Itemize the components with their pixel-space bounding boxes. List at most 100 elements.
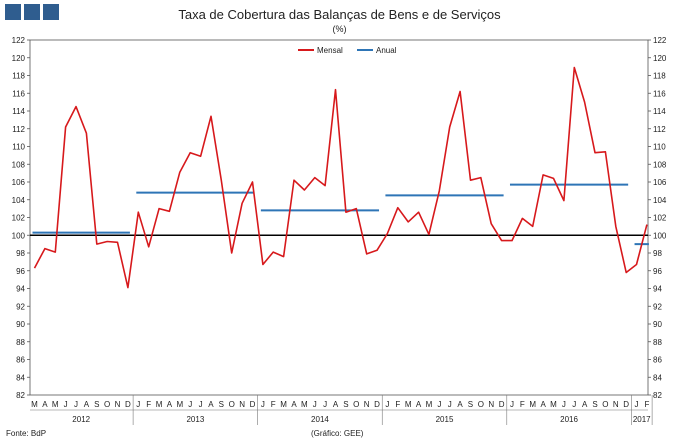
y-tick-label-left: 96 (16, 267, 25, 276)
y-tick-label-right: 110 (653, 143, 666, 152)
x-tick-label-month: D (499, 400, 505, 409)
x-tick-label-month: A (582, 400, 588, 409)
x-tick-label-year: 2016 (560, 415, 578, 424)
x-tick-label-year: 2017 (633, 415, 651, 424)
x-tick-label-month: J (188, 400, 192, 409)
y-tick-label-right: 86 (653, 356, 662, 365)
x-tick-label-month: A (416, 400, 422, 409)
x-tick-label-month: O (104, 400, 110, 409)
y-tick-label-right: 118 (653, 72, 666, 81)
y-tick-label-right: 90 (653, 320, 662, 329)
logo-square-3 (43, 4, 59, 20)
y-tick-label-right: 108 (653, 160, 667, 169)
series-mensal (33, 66, 648, 289)
x-tick-label-month: N (364, 400, 370, 409)
x-tick-label-month: J (385, 400, 389, 409)
x-tick-label-month: F (520, 400, 525, 409)
plot-border (29, 39, 649, 396)
y-tick-label-left: 116 (12, 89, 25, 98)
chart-title: Taxa de Cobertura das Balanças de Bens e… (178, 7, 501, 22)
x-tick-label-month: S (343, 400, 348, 409)
x-tick-label-month: A (333, 400, 339, 409)
x-tick-label-month: A (42, 400, 48, 409)
x-tick-label-month: J (323, 400, 327, 409)
x-tick-label-month: D (250, 400, 256, 409)
y-tick-label-left: 100 (12, 231, 26, 240)
x-tick-label-month: M (550, 400, 557, 409)
x-tick-label-month: M (52, 400, 59, 409)
x-tick-label-month: J (448, 400, 452, 409)
y-tick-label-right: 98 (653, 249, 662, 258)
y-tick-label-left: 84 (16, 373, 25, 382)
y-tick-label-left: 102 (12, 214, 26, 223)
y-tick-label-right: 82 (653, 391, 662, 400)
y-tick-label-left: 90 (16, 320, 25, 329)
x-tick-label-month: J (136, 400, 140, 409)
x-tick-label-month: J (562, 400, 566, 409)
graphic-credit: (Gráfico: GEE) (311, 429, 364, 438)
x-tick-label-year: 2012 (72, 415, 90, 424)
x-tick-label-month: O (478, 400, 484, 409)
x-tick-label-month: A (291, 400, 297, 409)
x-tick-label-month: M (301, 400, 308, 409)
y-tick-label-right: 84 (653, 373, 662, 382)
y-tick-label-right: 120 (653, 54, 667, 63)
x-tick-label-month: F (271, 400, 276, 409)
y-tick-label-right: 116 (653, 89, 666, 98)
x-tick-label-month: M (405, 400, 412, 409)
x-tick-label-month: M (426, 400, 433, 409)
y-tick-label-left: 82 (16, 391, 25, 400)
x-tick-label-month: F (146, 400, 151, 409)
y-tick-label-left: 98 (16, 249, 25, 258)
x-tick-label-month: S (219, 400, 224, 409)
y-tick-label-left: 120 (12, 54, 26, 63)
legend-label-mensal: Mensal (317, 46, 343, 55)
x-tick-label-month: D (623, 400, 629, 409)
x-tick-label-month: J (437, 400, 441, 409)
x-tick-label-month: M (529, 400, 536, 409)
x-tick-label-month: F (644, 400, 649, 409)
x-tick-label-month: O (602, 400, 608, 409)
x-tick-label-month: J (572, 400, 576, 409)
y-axis-right: 82 84 86 88 90 92 94 96 98 100 102 104 106 108 110 112 1… (648, 36, 667, 400)
x-tick-label-month: M (31, 400, 38, 409)
x-tick-label-month: J (261, 400, 265, 409)
x-tick-label-month: J (74, 400, 78, 409)
x-tick-label-month: S (94, 400, 99, 409)
x-tick-label-month: M (176, 400, 183, 409)
x-tick-label-month: A (84, 400, 90, 409)
x-tick-label-month: J (313, 400, 317, 409)
y-tick-label-left: 122 (12, 36, 26, 45)
x-tick-label-month: D (125, 400, 131, 409)
x-tick-label-month: A (167, 400, 173, 409)
y-tick-label-left: 92 (16, 302, 25, 311)
y-tick-label-right: 88 (653, 338, 662, 347)
x-tick-label-month: J (199, 400, 203, 409)
series-anual (32, 183, 649, 246)
y-tick-label-right: 122 (653, 36, 667, 45)
x-tick-label-month: N (115, 400, 121, 409)
x-tick-label-month: A (540, 400, 546, 409)
y-tick-label-right: 92 (653, 302, 662, 311)
y-tick-label-left: 106 (12, 178, 26, 187)
y-tick-label-right: 104 (653, 196, 667, 205)
x-tick-label-month: N (239, 400, 245, 409)
y-tick-label-left: 112 (12, 125, 25, 134)
x-tick-label-month: J (635, 400, 639, 409)
x-tick-label-year: 2015 (436, 415, 454, 424)
y-tick-label-right: 96 (653, 267, 662, 276)
x-tick-label-month: S (592, 400, 597, 409)
y-tick-label-right: 94 (653, 285, 662, 294)
x-tick-label-month: N (613, 400, 619, 409)
x-tick-label-year: 2013 (186, 415, 204, 424)
x-tick-label-month: A (457, 400, 463, 409)
y-tick-label-right: 106 (653, 178, 667, 187)
y-tick-label-left: 86 (16, 356, 25, 365)
y-tick-label-left: 94 (16, 285, 25, 294)
y-tick-label-left: 110 (12, 143, 25, 152)
y-tick-label-left: 114 (12, 107, 25, 116)
y-tick-label-left: 118 (12, 72, 25, 81)
x-tick-label-month: D (374, 400, 380, 409)
x-tick-label-month: N (488, 400, 494, 409)
